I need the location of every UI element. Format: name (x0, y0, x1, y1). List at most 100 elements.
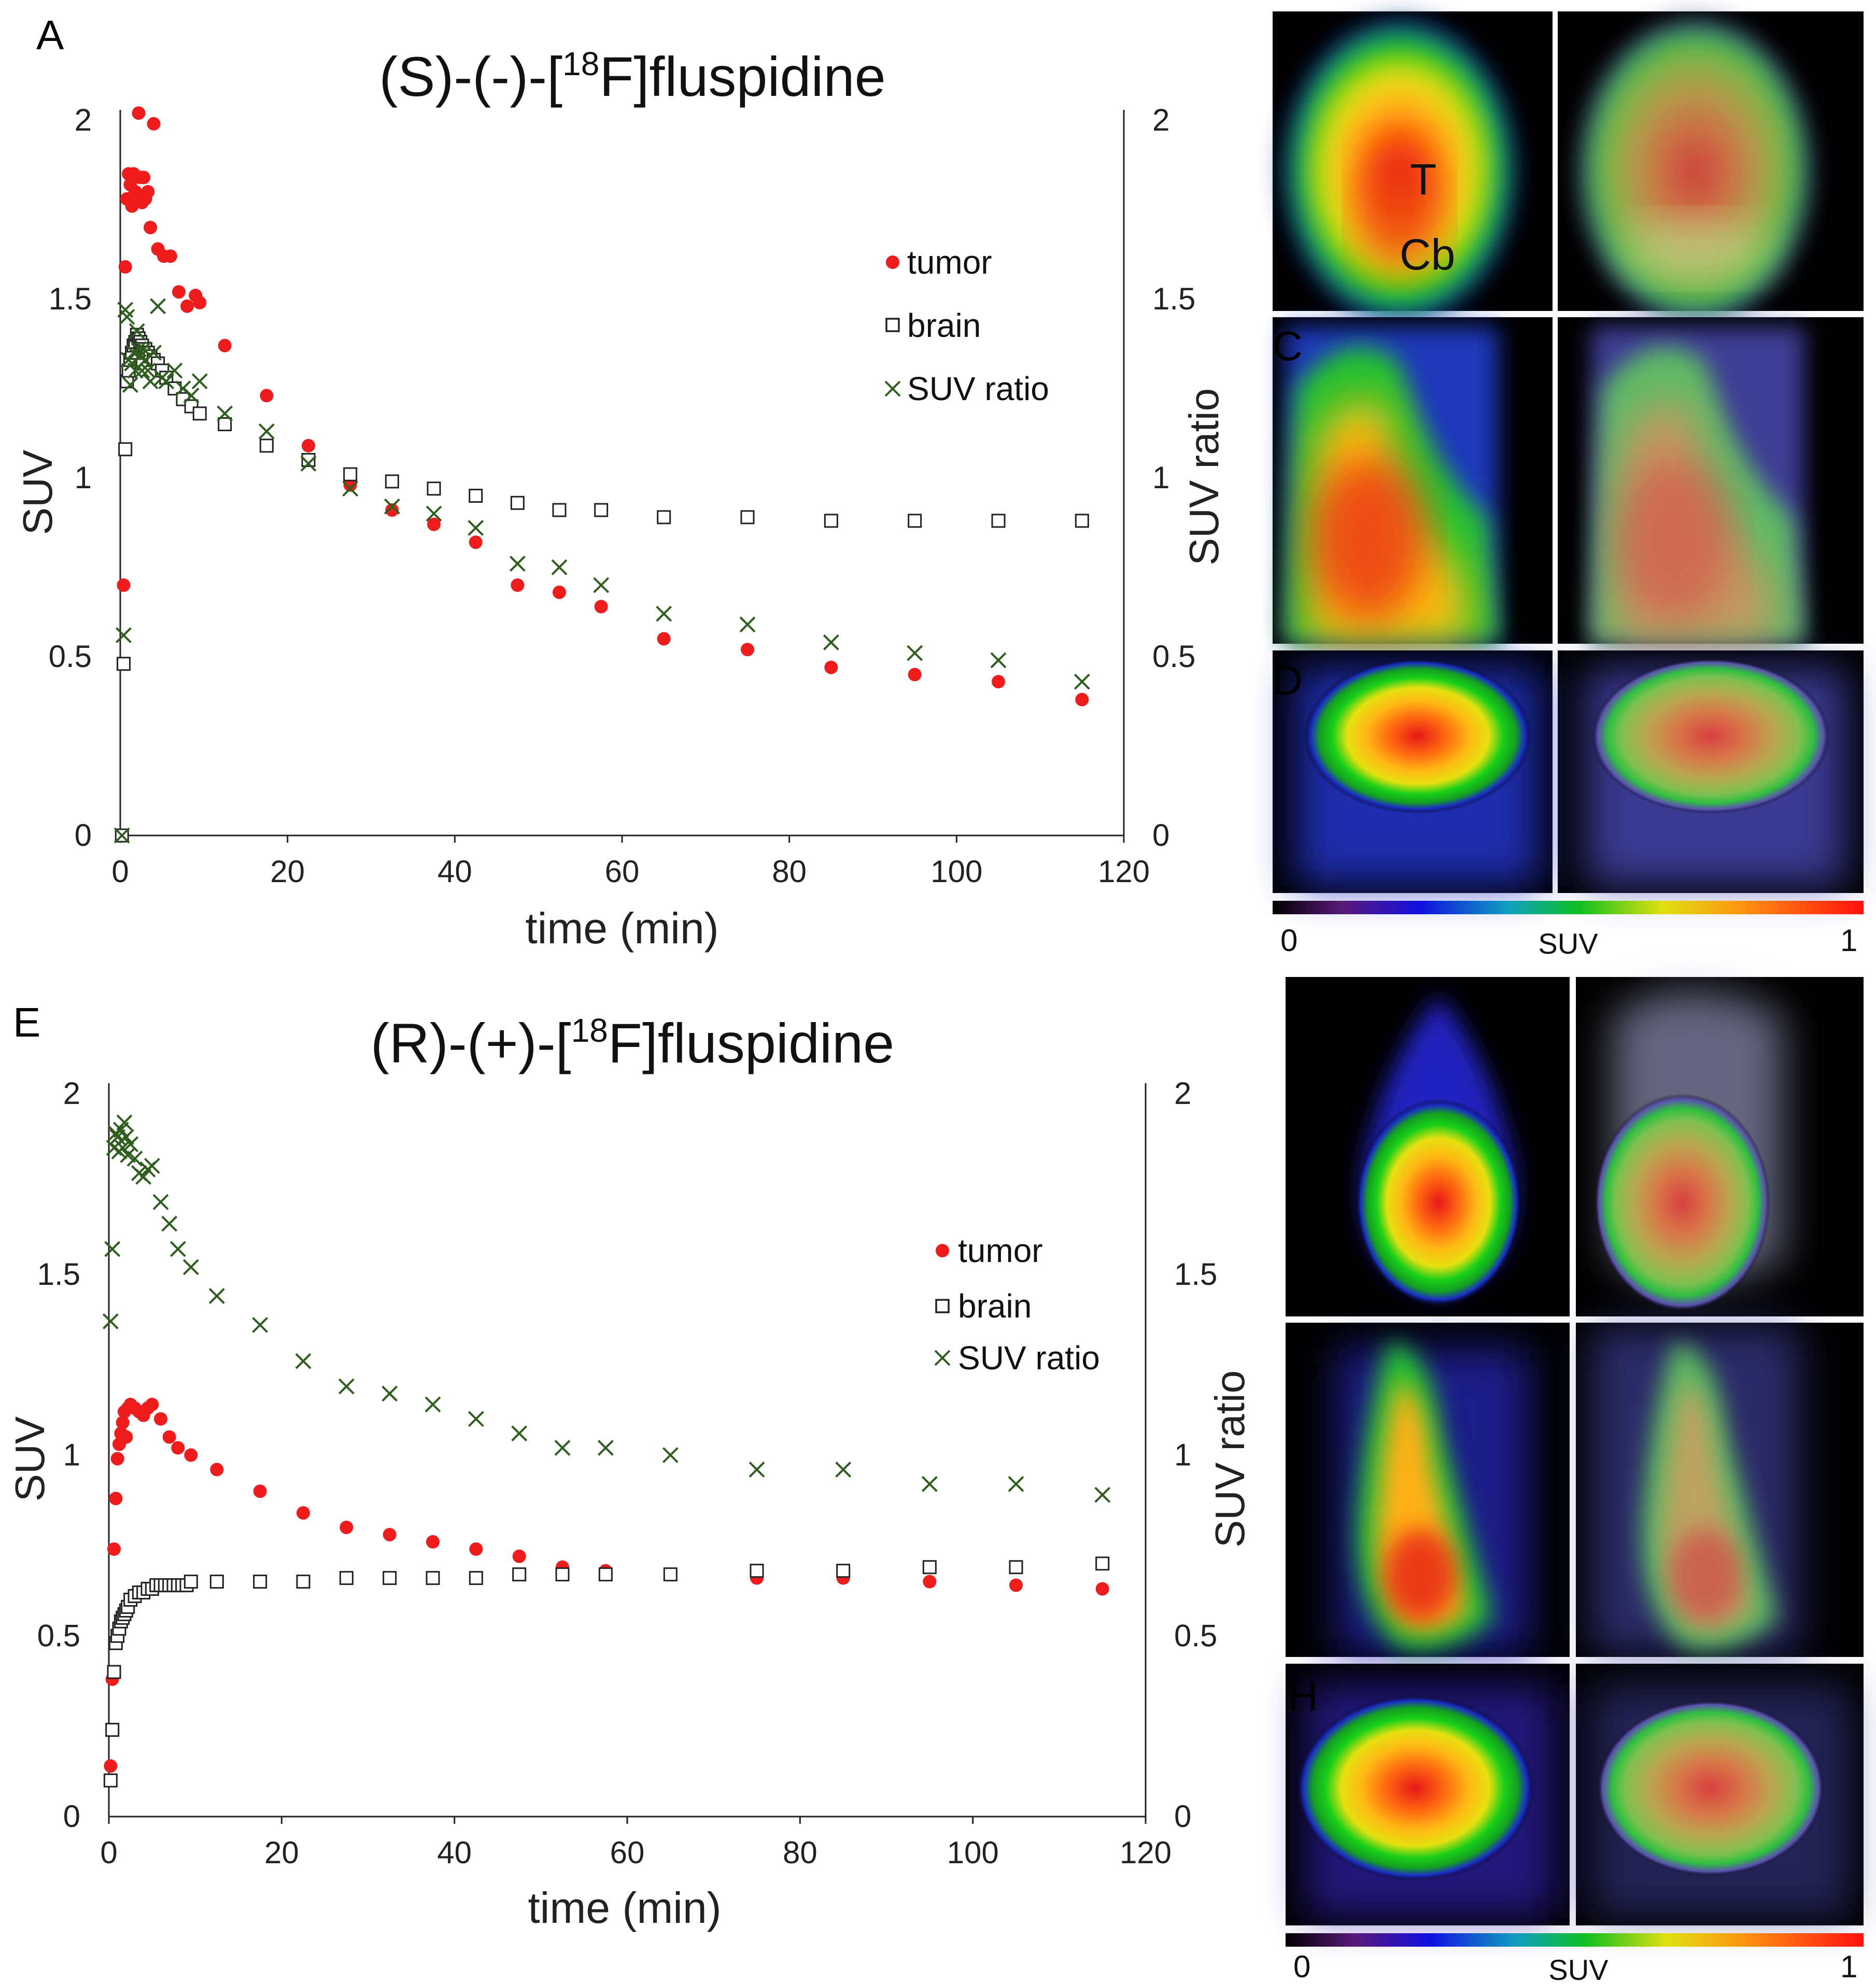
chart-e-brain-point (598, 1567, 613, 1582)
chart-a-y2-tick-label: 0 (1152, 818, 1169, 853)
chart-a-brain-point (192, 406, 207, 421)
chart-e-brain-point (296, 1575, 311, 1589)
chart-e-ratio-point (295, 1353, 312, 1369)
chart-a-tumor-point (741, 643, 754, 657)
chart-a-brain-point (343, 467, 358, 481)
chart-e-tumor-point (1009, 1578, 1023, 1592)
colorbar-bottom: 0 SUV 1 (1286, 1933, 1864, 1984)
chart-e-brain-point (103, 1773, 118, 1788)
chart-a-tumor-point (180, 299, 194, 313)
legend-a-brain-marker (885, 318, 900, 332)
chart-e-ratio-point (104, 1241, 121, 1257)
legend-a-tumor-label: tumor (907, 244, 992, 281)
panel-letter-e: E (13, 999, 40, 1045)
panel-letter-a: A (36, 12, 64, 58)
chart-a-ratio-point (907, 645, 923, 661)
chart-a-y-tick-label: 1 (75, 460, 92, 495)
chart-a-brain-point (218, 417, 232, 431)
chart-a-tumor-point (118, 260, 132, 274)
legend-e-brain-marker (935, 1299, 950, 1313)
chart-a-ratio-point (116, 627, 132, 644)
chart-e-tumor-point (340, 1521, 354, 1534)
chart-e-brain-point (1095, 1556, 1110, 1571)
chart-a-title-post: F]fluspidine (599, 45, 885, 108)
chart-a-brain-point (118, 442, 133, 457)
chart-e-ratio-point (144, 1158, 160, 1174)
chart-a-ratio-point (384, 498, 400, 515)
chart-e-brain-point (836, 1564, 851, 1578)
chart-a-brain-point (657, 510, 671, 525)
chart-a-tumor-point (343, 478, 357, 492)
chart-a-tumor-point (163, 249, 177, 263)
colorbar-top-label: SUV (1538, 927, 1598, 960)
chart-e-brain-point (253, 1575, 267, 1589)
chart-a-brain-point (594, 503, 609, 517)
chart-e-x-tick-label: 100 (947, 1835, 999, 1870)
chart-a-tumor-point (302, 438, 315, 452)
legend-e-ratio-marker (934, 1350, 951, 1366)
panel-letter-g: G (1288, 1341, 1320, 1387)
chart-a-ratio-point (122, 377, 138, 393)
legend-e-ratio-label: SUV ratio (958, 1339, 1100, 1377)
chart-a-ratio-point (468, 520, 484, 536)
chart-a: A (S)-(-)-[18F]fluspidine 0 20 40 60 80 100 12… (15, 12, 1227, 953)
chart-a-ratio-point (217, 405, 233, 422)
chart-a-tumor-point (117, 578, 131, 592)
chart-e-y2-tick-label: 0.5 (1174, 1618, 1217, 1653)
chart-a-tumor-point (553, 585, 566, 599)
chart-e-y2-tick-label: 0 (1174, 1799, 1191, 1834)
chart-e-y-tick-label: 1 (63, 1438, 80, 1472)
chart-e-brain-point (512, 1567, 527, 1582)
chart-e-y-tick-label: 1.5 (37, 1257, 80, 1292)
chart-a-x-tick-label: 80 (772, 854, 807, 889)
chart-a-marks (114, 106, 1090, 844)
chart-e-brain-point (105, 1723, 120, 1737)
pet-panels-bottom: F G H 0 SUV (1286, 977, 1864, 1984)
legend-a-brain-label: brain (907, 307, 981, 344)
chart-a-y-tick-label: 0.5 (49, 639, 92, 674)
chart-e-ratio-point (152, 1194, 169, 1210)
chart-e-ratio-point (662, 1447, 679, 1463)
chart-e-tumor-point (1095, 1582, 1109, 1596)
chart-a-tumor-point (427, 517, 441, 531)
panel-letter-h: H (1288, 1673, 1318, 1719)
chart-a-x-tick-label: 60 (605, 854, 640, 889)
chart-a-tumor-point (657, 632, 671, 646)
chart-a-brain-point (116, 657, 131, 671)
chart-a-brain-point (385, 474, 399, 489)
chart-a-ratio-point (183, 387, 200, 404)
chart-a-ratio-point (823, 634, 839, 650)
colorbar-bottom-max: 1 (1840, 1949, 1857, 1984)
chart-e-tumor-point (119, 1430, 133, 1444)
legend-e-tumor-label: tumor (958, 1232, 1043, 1269)
chart-a-y-tick-label: 2 (75, 103, 92, 137)
chart-a-brain-point (184, 399, 199, 414)
panel-b: T Cb B (1273, 11, 1864, 327)
chart-a-y-tick-label: 1.5 (49, 281, 92, 316)
chart-a-ratio-point (551, 559, 568, 575)
chart-e-ratio-point (208, 1288, 225, 1305)
chart-a-tumor-point (824, 660, 838, 674)
chart-e-tumor-point (426, 1535, 440, 1549)
chart-e-ratio-point (116, 1114, 133, 1131)
chart-e-ratio-point (749, 1461, 765, 1478)
chart-e-title-pre: (R)-(+)-[ (371, 1012, 571, 1074)
chart-e-x-tick-label: 40 (437, 1835, 472, 1870)
chart-a-tumor-point (594, 600, 608, 614)
chart-a-y2-tick-label: 0.5 (1152, 639, 1195, 674)
legend-a-tumor-marker (886, 256, 899, 269)
chart-a-brain-point (824, 514, 838, 528)
chart-e-ratio-point (1008, 1476, 1024, 1492)
chart-a-tumor-point (469, 535, 483, 549)
chart-a-title: (S)-(-)-[18F]fluspidine (379, 45, 885, 108)
chart-a-title-pre: (S)-(-)-[ (379, 45, 562, 108)
chart-e-legend: tumor brain SUV ratio (934, 1232, 1100, 1377)
chart-a-x-tick-label: 0 (111, 854, 129, 889)
chart-a-brain-point (740, 510, 755, 525)
chart-a-tumor-point (137, 171, 151, 185)
chart-a-ratio-point (191, 373, 208, 390)
chart-e-tumor-point (469, 1542, 483, 1556)
panel-d: D (1273, 650, 1864, 893)
chart-e-x-tick-label: 80 (783, 1835, 817, 1870)
chart-a-brain-point (1075, 514, 1089, 528)
